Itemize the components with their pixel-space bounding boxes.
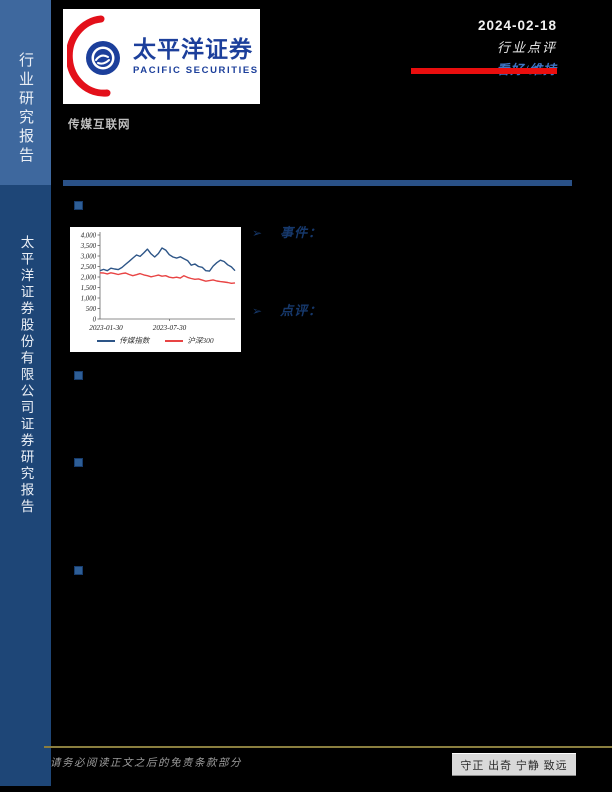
svg-text:3,500: 3,500	[80, 243, 97, 250]
brand-logo-box: 太平洋证券 PACIFIC SECURITIES	[63, 9, 260, 104]
bullet-marker	[74, 566, 83, 575]
arrow-right-icon: ➢	[252, 226, 263, 240]
svg-text:2023-01-30: 2023-01-30	[89, 324, 123, 332]
sector-performance-chart: 4,000 3,500 3,000 2,500 2,000 1,500 1,000 500 0 2…	[70, 227, 241, 352]
sector-label: 传媒互联网	[68, 119, 131, 131]
svg-text:1,000: 1,000	[81, 295, 97, 302]
sidebar-company-label: 太平洋证券股份有限公司证券研究报告	[18, 235, 34, 516]
svg-text:2,500: 2,500	[81, 264, 97, 271]
brand-wordmark: 太平洋证券 PACIFIC SECURITIES	[133, 36, 259, 76]
pacific-securities-logo-icon	[67, 15, 120, 97]
chart-legend: 传媒指数 沪深300	[70, 335, 241, 346]
disclaimer-text: 请务必阅读正文之后的免责条款部分	[50, 758, 242, 769]
legend-line-swatch	[97, 339, 116, 342]
legend-item: 传媒指数	[97, 335, 149, 346]
rating-underline	[411, 68, 557, 74]
bullet-marker	[74, 371, 83, 380]
brand-name-en: PACIFIC SECURITIES	[133, 64, 259, 76]
title-divider-rule	[63, 180, 572, 186]
brand-name-cn: 太平洋证券	[133, 36, 253, 63]
svg-text:2023-07-30: 2023-07-30	[153, 324, 187, 332]
svg-text:4,000: 4,000	[81, 232, 97, 239]
section-event-label: 事件：	[280, 225, 323, 240]
legend-label: 沪深300	[187, 336, 214, 345]
legend-item: 沪深300	[165, 335, 214, 346]
footer-divider-rule	[44, 746, 612, 748]
section-comment-label: 点评：	[280, 303, 323, 318]
sidebar-bottom-band: 太平洋证券股份有限公司证券研究报告	[0, 185, 51, 786]
svg-text:500: 500	[86, 306, 97, 313]
report-date: 2024-02-18	[477, 18, 557, 33]
motto-text: 守正 出奇 宁静 致远	[460, 759, 568, 772]
svg-text:2,000: 2,000	[81, 274, 97, 281]
bullet-marker	[74, 201, 83, 210]
sector-chart-svg: 4,0003,5003,0002,5002,0001,5001,00050002…	[80, 232, 236, 332]
legend-label: 传媒指数	[119, 336, 150, 345]
report-type: 行业点评	[496, 40, 557, 55]
sidebar-top-band: 行业研究报告	[0, 0, 51, 185]
section-event: ➢ 事件：	[252, 225, 323, 240]
section-comment: ➢ 点评：	[252, 303, 323, 318]
legend-line-swatch	[165, 339, 184, 342]
sidebar-report-type-label: 行业研究报告	[17, 52, 33, 166]
motto-box: 守正 出奇 宁静 致远	[452, 753, 576, 776]
svg-text:1,500: 1,500	[81, 285, 97, 292]
bullet-marker	[74, 458, 83, 467]
arrow-right-icon: ➢	[252, 304, 263, 318]
svg-text:3,000: 3,000	[80, 253, 97, 260]
svg-text:0: 0	[93, 316, 97, 323]
